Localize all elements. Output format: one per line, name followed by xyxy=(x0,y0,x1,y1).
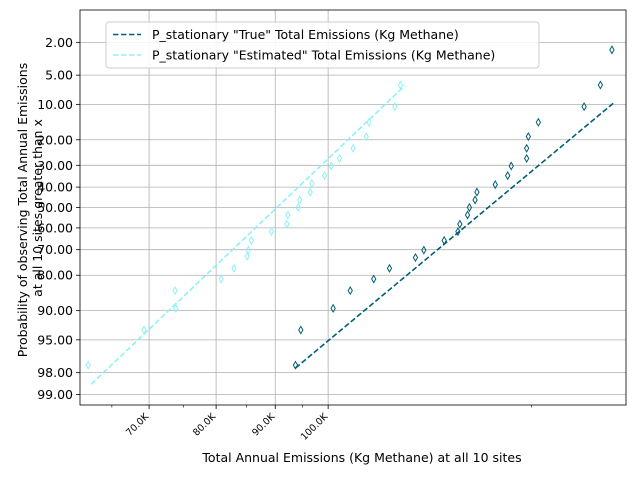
y-tick-label: 80.00 xyxy=(37,268,73,283)
data-point-true xyxy=(464,210,471,220)
data-point-estimated xyxy=(268,227,275,237)
data-point-true xyxy=(523,143,530,153)
data-point-estimated xyxy=(366,117,372,127)
data-point-true xyxy=(298,325,304,335)
legend-label-true: P_stationary "True" Total Emissions (Kg … xyxy=(152,27,459,42)
legend-label-estimated: P_stationary "Estimated" Total Emissions… xyxy=(152,48,495,63)
data-point-true xyxy=(581,102,587,112)
data-point-estimated xyxy=(307,187,313,197)
series-points-estimated xyxy=(85,80,404,370)
data-point-estimated xyxy=(336,153,343,164)
y-tick-label: 20.00 xyxy=(37,132,73,147)
data-point-estimated xyxy=(172,303,179,313)
data-point-estimated xyxy=(350,143,356,153)
fit-lines xyxy=(90,85,616,385)
y-tick-label: 98.00 xyxy=(37,365,73,380)
data-point-true xyxy=(455,227,461,237)
y-tick-label: 5.00 xyxy=(45,68,73,83)
y-axis-label-line-2: at all 10 sites greater than x xyxy=(30,119,45,297)
data-point-true xyxy=(472,195,478,205)
y-tick-label: 70.00 xyxy=(37,242,73,257)
y-tick-label: 50.00 xyxy=(37,200,73,215)
y-axis-label: Probability of observing Total Annual Em… xyxy=(15,59,45,357)
data-point-estimated xyxy=(297,195,303,205)
y-tick-label: 10.00 xyxy=(37,97,73,112)
y-axis-label-line-1: Probability of observing Total Annual Em… xyxy=(15,63,30,357)
y-tick-label: 90.00 xyxy=(37,303,73,318)
y-tick-label: 30.00 xyxy=(37,158,73,173)
data-points xyxy=(85,45,615,370)
data-point-estimated xyxy=(309,179,315,189)
data-point-true xyxy=(441,235,447,246)
fit-line-true xyxy=(294,101,616,369)
data-point-true xyxy=(457,219,463,229)
y-axis: 2.00 5.00 10.00 20.00 30.00 40.00 50.00 60.00 70… xyxy=(37,35,80,402)
series-points-true xyxy=(292,45,615,370)
data-point-estimated xyxy=(392,102,398,112)
data-point-true xyxy=(508,161,514,171)
data-point-true xyxy=(492,180,498,190)
data-point-true xyxy=(609,45,615,55)
legend: P_stationary "True" Total Emissions (Kg … xyxy=(105,21,540,69)
x-tick-label: 80.0K xyxy=(191,411,219,439)
data-point-estimated xyxy=(328,161,334,171)
x-tick-label: 70.0K xyxy=(124,411,152,439)
data-point-estimated xyxy=(245,245,252,255)
data-point-estimated xyxy=(244,251,250,261)
data-point-true xyxy=(525,131,532,142)
data-point-estimated xyxy=(231,263,237,273)
data-point-true xyxy=(421,245,427,255)
data-point-true xyxy=(466,202,473,213)
y-tick-label: 40.00 xyxy=(37,180,73,195)
x-axis: 70.0K 80.0K 90.0K 100.0K xyxy=(111,405,532,443)
data-point-estimated xyxy=(284,219,290,229)
y-tick-label: 2.00 xyxy=(45,35,73,50)
data-point-estimated xyxy=(285,210,291,220)
data-point-true xyxy=(535,117,542,127)
y-tick-label: 99.00 xyxy=(37,387,73,402)
x-axis-label: Total Annual Emissions (Kg Methane) at a… xyxy=(201,450,521,465)
data-point-true xyxy=(347,285,353,296)
y-tick-label: 95.00 xyxy=(37,332,73,347)
data-point-estimated xyxy=(172,285,178,296)
data-point-true xyxy=(474,187,480,197)
data-point-estimated xyxy=(295,202,301,213)
legend-box xyxy=(105,21,540,69)
data-point-true xyxy=(505,171,511,181)
data-point-true xyxy=(597,80,604,90)
y-tick-label: 60.00 xyxy=(37,220,73,235)
data-point-true xyxy=(292,360,299,370)
data-point-true xyxy=(386,263,393,273)
data-point-estimated xyxy=(218,274,224,284)
data-point-true xyxy=(330,303,336,313)
data-point-true xyxy=(523,153,530,164)
data-point-true xyxy=(412,252,419,263)
data-point-estimated xyxy=(397,80,404,90)
data-point-estimated xyxy=(248,235,254,246)
data-point-estimated xyxy=(321,171,328,181)
data-point-estimated xyxy=(141,325,147,335)
fit-line-estimated xyxy=(90,85,406,385)
data-point-estimated xyxy=(363,131,369,142)
x-tick-label: 90.0K xyxy=(250,411,278,439)
x-tick-label: 100.0K xyxy=(299,411,331,443)
data-point-estimated xyxy=(85,360,91,370)
data-point-true xyxy=(371,274,377,284)
grid xyxy=(80,10,626,405)
